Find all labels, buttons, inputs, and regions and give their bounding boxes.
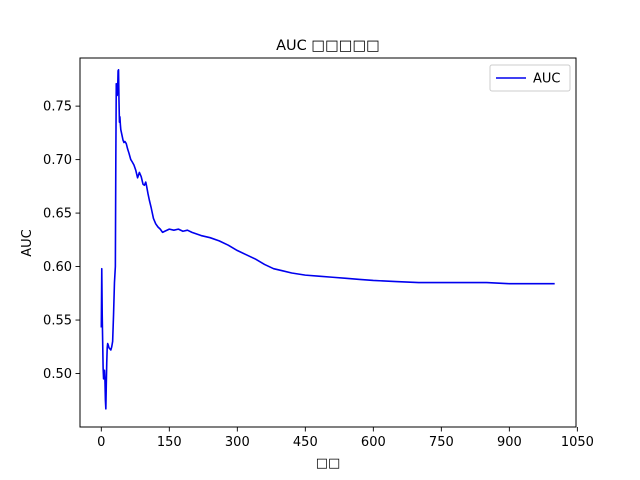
y-axis-title: AUC — [20, 229, 35, 257]
x-tick-label: 150 — [157, 435, 182, 450]
x-tick-label: 600 — [361, 435, 386, 450]
series-layer — [100, 68, 555, 410]
x-tick-label: 1050 — [561, 435, 594, 450]
x-tick-label: 300 — [225, 435, 250, 450]
chart-title: AUC □□□□□ — [276, 38, 380, 54]
x-axis-title: □□ — [316, 456, 341, 471]
y-axis: 0.50 0.55 0.60 0.65 0.70 0.75 — [43, 100, 80, 382]
plot-frame — [79, 57, 577, 428]
y-tick-label: 0.75 — [43, 100, 72, 115]
y-tick-label: 0.65 — [43, 207, 72, 222]
plot-area — [79, 57, 577, 428]
x-tick-label: 900 — [497, 435, 522, 450]
y-tick-label: 0.70 — [43, 153, 72, 168]
legend: AUC — [489, 64, 571, 92]
series-line-auc — [100, 68, 555, 410]
legend-label: AUC — [533, 72, 561, 87]
x-tick-label: 450 — [293, 435, 318, 450]
x-tick-label: 750 — [429, 435, 454, 450]
y-tick-label: 0.50 — [43, 367, 72, 382]
x-tick-label: 0 — [97, 435, 105, 450]
legend-box — [489, 64, 571, 92]
y-tick-label: 0.55 — [43, 314, 72, 329]
y-tick-label: 0.60 — [43, 260, 72, 275]
x-axis: 0 150 300 450 600 750 900 1050 — [97, 427, 594, 450]
